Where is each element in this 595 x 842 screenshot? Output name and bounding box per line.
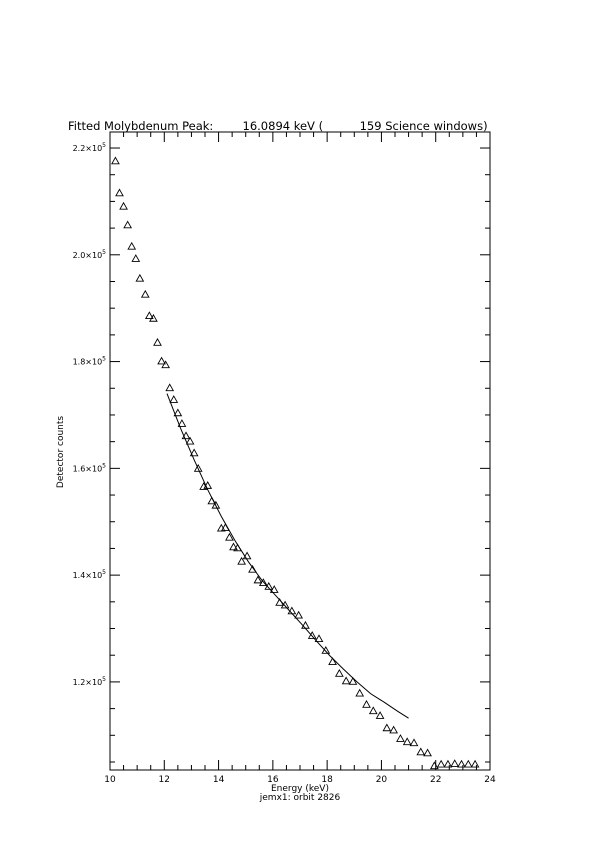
y-tick-label: 1.4×105 (73, 569, 107, 580)
x-tick-label: 14 (213, 775, 225, 785)
data-point (189, 448, 199, 457)
x-axis-label: Energy (keV) (271, 784, 329, 794)
data-point (334, 668, 344, 677)
data-point (328, 657, 337, 666)
y-tick-label: 1.2×105 (73, 676, 107, 687)
data-point (144, 311, 154, 320)
chart-subtitle: jemx1: orbit 2826 (259, 793, 341, 803)
data-point (153, 337, 162, 346)
y-tick-labels: 1.2×105 1.4×105 1.6×105 1.8×105 2.0×105 2.2×1… (73, 142, 107, 687)
x-tick-label: 22 (430, 775, 441, 785)
x-tick-label: 10 (104, 775, 116, 785)
data-point (123, 220, 133, 229)
chart-title: Fitted Molybdenum Peak: 16.0894 keV ( 15… (68, 119, 488, 133)
data-point (416, 747, 426, 756)
y-tick-label: 1.8×105 (73, 356, 107, 367)
data-point (362, 699, 371, 708)
data-point (225, 532, 234, 541)
data-point (280, 600, 290, 609)
data-point (423, 748, 432, 757)
data-point (269, 585, 279, 593)
data-point (463, 759, 473, 768)
data-point (470, 759, 480, 768)
data-point (127, 241, 137, 250)
x-tick-label: 20 (376, 775, 388, 785)
data-point (193, 463, 203, 472)
axis-ticks (109, 132, 491, 770)
data-point (229, 542, 238, 551)
data-point (450, 759, 460, 767)
data-point (348, 676, 358, 685)
data-point (131, 254, 141, 262)
x-tick-label: 24 (484, 775, 496, 785)
data-point (111, 156, 120, 165)
data-point (443, 759, 453, 768)
data-point (409, 738, 419, 747)
data-point (258, 578, 268, 586)
data-point (321, 646, 331, 654)
data-point (307, 631, 317, 639)
y-tick-label: 1.6×105 (73, 462, 107, 473)
data-point (165, 383, 175, 392)
data-point (173, 408, 183, 417)
data-point (382, 723, 392, 732)
data-point (135, 273, 145, 282)
data-point (355, 688, 365, 697)
data-point (368, 706, 378, 715)
data-point (402, 737, 412, 746)
x-tick-label: 16 (267, 775, 279, 785)
data-point (396, 734, 405, 742)
fit-curve (166, 393, 409, 719)
data-point (314, 634, 324, 643)
data-point (375, 711, 385, 719)
x-tick-labels: 10 12 14 16 18 20 22 24 (104, 775, 496, 785)
data-point (429, 761, 439, 770)
data-point (341, 676, 351, 685)
data-point (169, 395, 179, 403)
data-point (185, 436, 195, 445)
data-point (436, 759, 446, 768)
x-tick-label: 12 (159, 775, 170, 785)
data-point (140, 289, 150, 298)
data-point (457, 759, 466, 768)
data-point (211, 500, 221, 509)
data-point (253, 575, 263, 584)
data-point (237, 556, 247, 565)
data-point (115, 188, 124, 197)
plot-frame (109, 131, 491, 771)
y-tick-label: 2.0×105 (73, 249, 107, 260)
data-point (119, 201, 128, 210)
data-point (389, 725, 399, 734)
data-point (248, 564, 257, 573)
data-point (177, 419, 187, 427)
data-point (294, 610, 304, 619)
data-point (149, 313, 158, 322)
y-tick-label: 2.2×105 (73, 142, 107, 153)
x-tick-label: 18 (321, 775, 333, 785)
data-markers (111, 156, 480, 770)
data-point (161, 360, 171, 369)
y-axis-label: Detector counts (56, 416, 66, 488)
data-point (157, 356, 166, 365)
